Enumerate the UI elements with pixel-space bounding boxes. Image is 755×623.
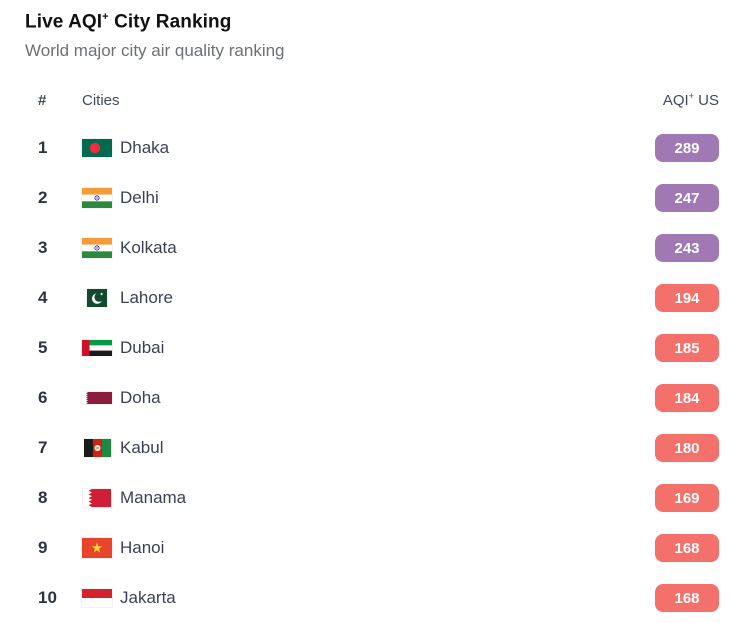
aqi-badge: 168 [655, 534, 719, 563]
rank-number: 5 [38, 338, 48, 358]
table-row[interactable]: 4 Lahore 194 [25, 273, 719, 323]
flag-icon-india [82, 188, 112, 209]
table-row[interactable]: 10 Jakarta 168 [25, 573, 719, 623]
ranking-rows: 1 Dhaka 289 2 Delhi 247 3 Kolkata 243 4 … [25, 123, 719, 623]
aqi-badge: 180 [655, 434, 719, 463]
city-name[interactable]: Dubai [120, 338, 165, 358]
rank-number: 6 [38, 388, 48, 408]
flag-icon-qatar [82, 392, 112, 405]
cities-column-header: Cities [82, 91, 120, 109]
rank-number: 4 [38, 288, 48, 308]
rank-number: 7 [38, 438, 48, 458]
rank-column-header: # [38, 91, 47, 109]
table-row[interactable]: 9 Hanoi 168 [25, 523, 719, 573]
city-name[interactable]: Hanoi [120, 538, 165, 558]
table-row[interactable]: 5 Dubai 185 [25, 323, 719, 373]
table-row[interactable]: 6 Doha 184 [25, 373, 719, 423]
city-name[interactable]: Delhi [120, 188, 159, 208]
rank-number: 3 [38, 238, 48, 258]
aqi-badge: 168 [655, 584, 719, 613]
rank-number: 2 [38, 188, 48, 208]
flag-icon-indonesia [82, 589, 112, 608]
flag-icon-india [82, 238, 112, 259]
aqi-badge: 247 [655, 184, 719, 213]
flag-icon-uae [82, 340, 112, 357]
rank-number: 9 [38, 538, 48, 558]
aqi-column-header: AQI+ US [662, 91, 719, 110]
table-row[interactable]: 3 Kolkata 243 [25, 223, 719, 273]
city-name[interactable]: Kabul [120, 438, 164, 458]
aqi-header-sup: + [688, 91, 694, 102]
page-title: Live AQI+ City Ranking [25, 4, 719, 35]
table-row[interactable]: 7 Kabul 180 [25, 423, 719, 473]
table-header: # Cities AQI+ US [25, 89, 719, 111]
page-title-sup: + [102, 11, 109, 23]
table-row[interactable]: 1 Dhaka 289 [25, 123, 719, 173]
page-subtitle: World major city air quality ranking [25, 41, 285, 61]
city-name[interactable]: Dhaka [120, 138, 170, 158]
city-name[interactable]: Doha [120, 388, 161, 408]
city-name[interactable]: Kolkata [120, 238, 177, 258]
city-name[interactable]: Manama [120, 488, 187, 508]
aqi-badge: 289 [655, 134, 719, 163]
flag-icon-pakistan [82, 289, 112, 308]
aqi-badge: 169 [655, 484, 719, 513]
flag-icon-bangladesh [82, 139, 112, 158]
rank-number: 10 [38, 588, 57, 608]
flag-icon-bahrain [82, 489, 112, 508]
flag-icon-afghanistan [82, 439, 112, 458]
rank-number: 8 [38, 488, 48, 508]
table-row[interactable]: 8 Manama 169 [25, 473, 719, 523]
aqi-badge: 194 [655, 284, 719, 313]
city-name[interactable]: Jakarta [120, 588, 176, 608]
flag-icon-vietnam [82, 538, 112, 559]
page-title-text-post: City Ranking [108, 11, 232, 33]
page-title-text: Live AQI [25, 11, 103, 33]
table-row[interactable]: 2 Delhi 247 [25, 173, 719, 223]
aqi-badge: 243 [655, 234, 719, 263]
rank-number: 1 [38, 138, 48, 158]
aqi-badge: 184 [655, 384, 719, 413]
aqi-badge: 185 [655, 334, 719, 363]
city-name[interactable]: Lahore [120, 288, 173, 308]
